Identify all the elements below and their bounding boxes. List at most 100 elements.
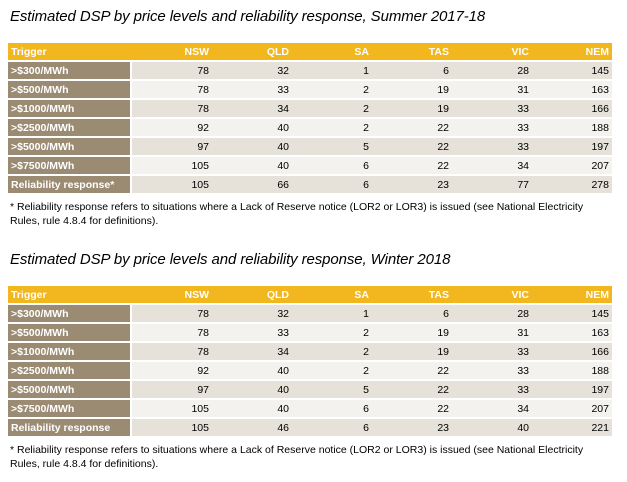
winter-section: Estimated DSP by price levels and reliab…: [8, 249, 612, 471]
table-cell: 188: [532, 119, 612, 138]
table-cell: 163: [532, 324, 612, 343]
table-cell: 6: [292, 176, 372, 195]
table-cell: 22: [372, 381, 452, 400]
row-label: >$300/MWh: [8, 62, 132, 81]
table-cell: 19: [372, 100, 452, 119]
table-cell: 78: [132, 100, 212, 119]
table-cell: 197: [532, 138, 612, 157]
table-cell: 33: [452, 138, 532, 157]
table-cell: 5: [292, 138, 372, 157]
column-header-nsw: NSW: [132, 43, 212, 62]
column-header-tas: TAS: [372, 43, 452, 62]
table-row: >$7500/MWh 105 40 6 22 34 207: [8, 157, 612, 176]
table-cell: 40: [212, 362, 292, 381]
table-cell: 2: [292, 100, 372, 119]
dsp-table-summer: Trigger NSW QLD SA TAS VIC NEM >$300/MWh…: [8, 43, 612, 195]
table-cell: 46: [212, 419, 292, 438]
table-cell: 105: [132, 400, 212, 419]
row-label: >$500/MWh: [8, 81, 132, 100]
table-cell: 92: [132, 119, 212, 138]
table-cell: 22: [372, 362, 452, 381]
footnote: * Reliability response refers to situati…: [10, 201, 584, 227]
table-cell: 78: [132, 343, 212, 362]
table-row: >$2500/MWh 92 40 2 22 33 188: [8, 362, 612, 381]
column-header-sa: SA: [292, 286, 372, 305]
footnote: * Reliability response refers to situati…: [10, 444, 584, 470]
table-cell: 33: [452, 119, 532, 138]
table-cell: 40: [452, 419, 532, 438]
table-cell: 34: [452, 157, 532, 176]
table-cell: 197: [532, 381, 612, 400]
row-label: >$7500/MWh: [8, 400, 132, 419]
table-row: >$5000/MWh 97 40 5 22 33 197: [8, 381, 612, 400]
table-title: Estimated DSP by price levels and reliab…: [10, 251, 451, 268]
table-cell: 78: [132, 305, 212, 324]
table-row: Reliability response 105 46 6 23 40 221: [8, 419, 612, 438]
table-cell: 34: [212, 100, 292, 119]
table-row: >$2500/MWh 92 40 2 22 33 188: [8, 119, 612, 138]
column-header-nsw: NSW: [132, 286, 212, 305]
table-cell: 40: [212, 119, 292, 138]
table-cell: 19: [372, 343, 452, 362]
table-cell: 23: [372, 176, 452, 195]
table-cell: 33: [452, 362, 532, 381]
table-cell: 188: [532, 362, 612, 381]
table-title: Estimated DSP by price levels and reliab…: [10, 8, 486, 25]
table-cell: 33: [452, 381, 532, 400]
table-cell: 105: [132, 176, 212, 195]
table-cell: 33: [212, 324, 292, 343]
column-header-trigger: Trigger: [8, 43, 132, 62]
column-header-trigger: Trigger: [8, 286, 132, 305]
table-cell: 6: [292, 400, 372, 419]
row-label: >$1000/MWh: [8, 100, 132, 119]
column-header-qld: QLD: [212, 286, 292, 305]
table-cell: 97: [132, 381, 212, 400]
column-header-vic: VIC: [452, 43, 532, 62]
table-cell: 31: [452, 81, 532, 100]
table-cell: 34: [452, 400, 532, 419]
table-row: >$500/MWh 78 33 2 19 31 163: [8, 81, 612, 100]
table-cell: 97: [132, 138, 212, 157]
table-row: >$500/MWh 78 33 2 19 31 163: [8, 324, 612, 343]
table-row: >$5000/MWh 97 40 5 22 33 197: [8, 138, 612, 157]
table-cell: 33: [452, 343, 532, 362]
row-label: >$7500/MWh: [8, 157, 132, 176]
column-header-nem: NEM: [532, 286, 612, 305]
column-header-vic: VIC: [452, 286, 532, 305]
row-label: Reliability response: [8, 419, 132, 438]
table-cell: 19: [372, 324, 452, 343]
table-cell: 1: [292, 62, 372, 81]
table-cell: 19: [372, 81, 452, 100]
table-cell: 6: [372, 305, 452, 324]
table-cell: 163: [532, 81, 612, 100]
row-label: Reliability response*: [8, 176, 132, 195]
table-row: >$300/MWh 78 32 1 6 28 145: [8, 62, 612, 81]
table-cell: 6: [372, 62, 452, 81]
table-cell: 145: [532, 305, 612, 324]
table-cell: 33: [212, 81, 292, 100]
row-label: >$2500/MWh: [8, 362, 132, 381]
table-cell: 40: [212, 400, 292, 419]
header-row: Trigger NSW QLD SA TAS VIC NEM: [8, 43, 612, 62]
table-cell: 31: [452, 324, 532, 343]
row-label: >$500/MWh: [8, 324, 132, 343]
table-cell: 221: [532, 419, 612, 438]
table-cell: 2: [292, 119, 372, 138]
column-header-qld: QLD: [212, 43, 292, 62]
column-header-nem: NEM: [532, 43, 612, 62]
table-cell: 22: [372, 138, 452, 157]
table-row: >$1000/MWh 78 34 2 19 33 166: [8, 343, 612, 362]
table-cell: 2: [292, 81, 372, 100]
row-label: >$5000/MWh: [8, 138, 132, 157]
table-cell: 32: [212, 305, 292, 324]
table-row: Reliability response* 105 66 6 23 77 278: [8, 176, 612, 195]
table-cell: 78: [132, 81, 212, 100]
table-cell: 28: [452, 62, 532, 81]
column-header-tas: TAS: [372, 286, 452, 305]
table-cell: 78: [132, 324, 212, 343]
summer-section: Estimated DSP by price levels and reliab…: [8, 6, 612, 228]
table-cell: 2: [292, 343, 372, 362]
table-cell: 23: [372, 419, 452, 438]
table-cell: 40: [212, 138, 292, 157]
table-cell: 77: [452, 176, 532, 195]
